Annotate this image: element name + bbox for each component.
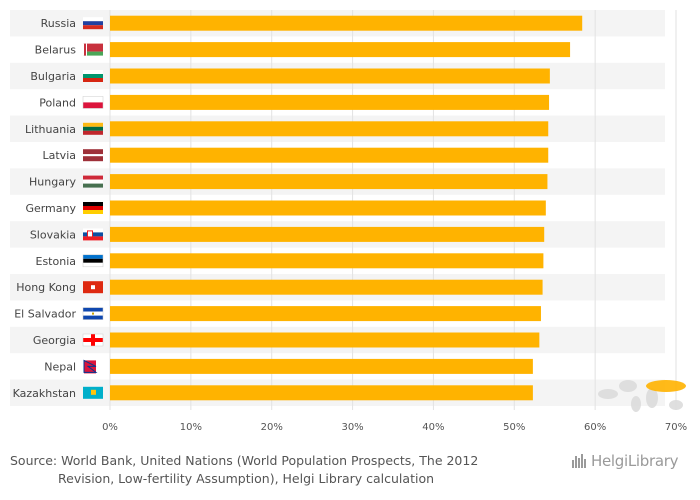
category-label: El Salvador: [14, 308, 76, 321]
bar[interactable]: Georgia: [110, 332, 540, 348]
category-label: Hungary: [29, 176, 76, 189]
bar[interactable]: Russia: [110, 15, 583, 31]
flag-el-salvador-icon: [82, 307, 104, 320]
source-note: Source: World Bank, United Nations (Worl…: [10, 452, 530, 488]
category-label: Russia: [41, 17, 76, 30]
bar[interactable]: Bulgaria: [110, 68, 550, 84]
x-tick-label: 70%: [665, 422, 687, 433]
flag-poland-icon: [82, 96, 104, 109]
category-label: Germany: [25, 202, 76, 215]
category-label: Estonia: [36, 255, 77, 268]
x-tick-label: 60%: [584, 422, 606, 433]
bar[interactable]: Hong Kong: [110, 279, 543, 295]
x-tick-label: 20%: [261, 422, 283, 433]
bar[interactable]: Latvia: [110, 147, 549, 163]
category-label: Hong Kong: [16, 281, 76, 294]
flag-lithuania-icon: [83, 122, 103, 135]
x-tick-label: 40%: [422, 422, 444, 433]
category-label: Belarus: [35, 44, 77, 57]
bar[interactable]: Poland: [110, 94, 550, 110]
world-map-icon: [598, 380, 686, 412]
x-tick-label: 50%: [503, 422, 525, 433]
flag-hong-kong-icon: [83, 281, 103, 294]
bar[interactable]: Belarus: [110, 42, 571, 58]
category-label: Georgia: [33, 334, 76, 347]
flag-estonia-icon: [82, 254, 104, 268]
flag-kazakhstan-icon: [83, 386, 103, 399]
flag-bulgaria-icon: [83, 70, 103, 82]
bar[interactable]: Hungary: [110, 174, 548, 190]
category-label: Slovakia: [30, 228, 76, 241]
category-label: Latvia: [43, 149, 77, 162]
bar[interactable]: Nepal: [110, 358, 533, 374]
source-line-2: Revision, Low-fertility Assumption), Hel…: [58, 471, 435, 486]
category-label: Nepal: [44, 360, 76, 373]
category-label: Bulgaria: [30, 70, 76, 83]
flag-germany-icon: [83, 202, 103, 214]
brand-logo[interactable]: HelgiLibrary: [572, 452, 679, 470]
flag-belarus-icon: [83, 43, 103, 56]
category-label: Lithuania: [25, 123, 76, 136]
bar-chart: Russia Russia Belarus Belarus Bulgaria Bulgar…: [10, 10, 687, 433]
flag-nepal-icon: [83, 359, 98, 374]
x-tick-label: 30%: [341, 422, 363, 433]
bar[interactable]: Germany: [110, 200, 546, 216]
flag-latvia-icon: [83, 149, 103, 162]
bar[interactable]: Kazakhstan: [110, 385, 533, 401]
flag-hungary-icon: [83, 175, 103, 188]
category-label: Kazakhstan: [13, 387, 76, 400]
bar[interactable]: Estonia: [110, 253, 544, 269]
brand-name: HelgiLibrary: [591, 452, 679, 470]
flag-russia-icon: [83, 17, 103, 30]
bar[interactable]: Slovakia: [110, 226, 545, 242]
flag-slovakia-icon: [83, 228, 103, 241]
bar[interactable]: Lithuania: [110, 121, 549, 137]
library-icon: [572, 454, 587, 468]
bar[interactable]: El Salvador: [110, 306, 541, 322]
source-line-1: Source: World Bank, United Nations (Worl…: [10, 453, 479, 468]
x-tick-label: 0%: [102, 422, 118, 433]
x-tick-label: 10%: [180, 422, 202, 433]
flag-georgia-icon: [82, 333, 104, 347]
category-label: Poland: [39, 96, 76, 109]
